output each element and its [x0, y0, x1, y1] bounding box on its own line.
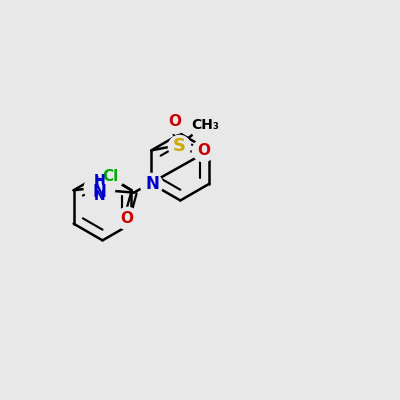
Text: S: S — [173, 137, 186, 155]
Text: H: H — [95, 176, 105, 188]
Text: Cl: Cl — [102, 169, 119, 184]
Text: H
N: H N — [93, 173, 105, 203]
Text: O: O — [168, 114, 181, 129]
Text: N: N — [146, 175, 160, 193]
Text: CH₃: CH₃ — [191, 118, 219, 132]
Text: O: O — [197, 143, 210, 158]
Text: N: N — [92, 183, 106, 201]
Text: O: O — [120, 210, 134, 226]
